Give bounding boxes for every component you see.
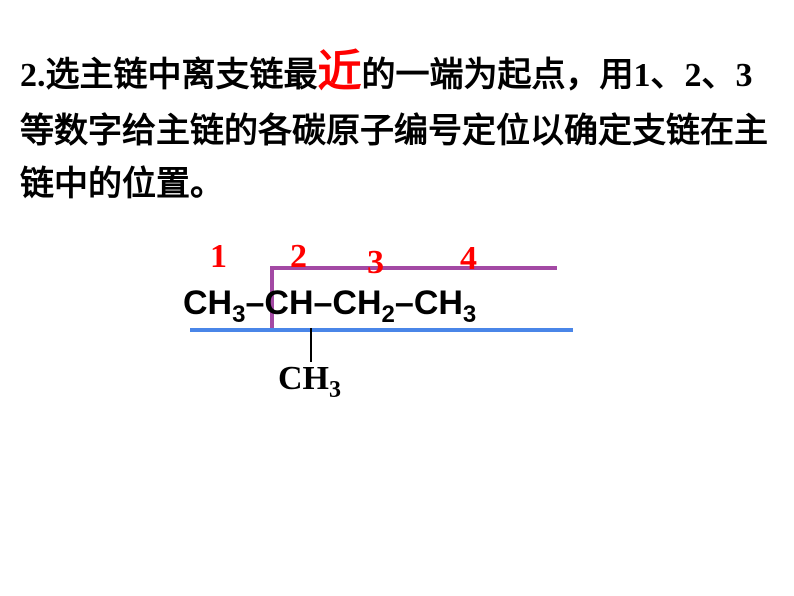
- carbon-number-4: 4: [460, 240, 477, 278]
- rule-part4: 等数字给主链的各碳原子编号定位以确定支链在主链中的位置。: [20, 113, 768, 203]
- rule-emphasis: 近: [318, 47, 362, 96]
- main-chain-formula: CH3–CH–CH2–CH3: [183, 284, 476, 329]
- sub-1: 3: [232, 301, 245, 328]
- carbon-2: CH: [264, 284, 313, 322]
- sub-3: 2: [382, 301, 395, 328]
- carbon-4: CH: [414, 284, 463, 322]
- carbon-number-2: 2: [290, 238, 307, 276]
- rule-part2: 的一端为起点，用: [362, 57, 634, 94]
- rule-description: 2.选主链中离支链最近的一端为起点，用1、2、3 等数字给主链的各碳原子编号定位以…: [20, 38, 780, 212]
- rule-part3: 1、2、3: [634, 57, 753, 94]
- carbon-number-3: 3: [367, 244, 384, 282]
- carbon-3: CH: [332, 284, 381, 322]
- rule-prefix: 2.: [20, 57, 46, 94]
- branch-carbon: CH: [278, 360, 329, 397]
- branch-bond: [310, 328, 312, 362]
- molecule-diagram: 1 2 3 4 CH3–CH–CH2–CH3 CH3: [0, 230, 794, 530]
- branch-formula: CH3: [278, 360, 341, 404]
- bond-2: –: [314, 284, 333, 322]
- branch-sub: 3: [329, 377, 341, 403]
- bond-3: –: [395, 284, 414, 322]
- bond-1: –: [245, 284, 264, 322]
- carbon-number-1: 1: [210, 238, 227, 276]
- carbon-1: CH: [183, 284, 232, 322]
- sub-4: 3: [463, 301, 476, 328]
- rule-part1: 选主链中离支链最: [46, 57, 318, 94]
- purple-horizontal-line: [270, 266, 557, 270]
